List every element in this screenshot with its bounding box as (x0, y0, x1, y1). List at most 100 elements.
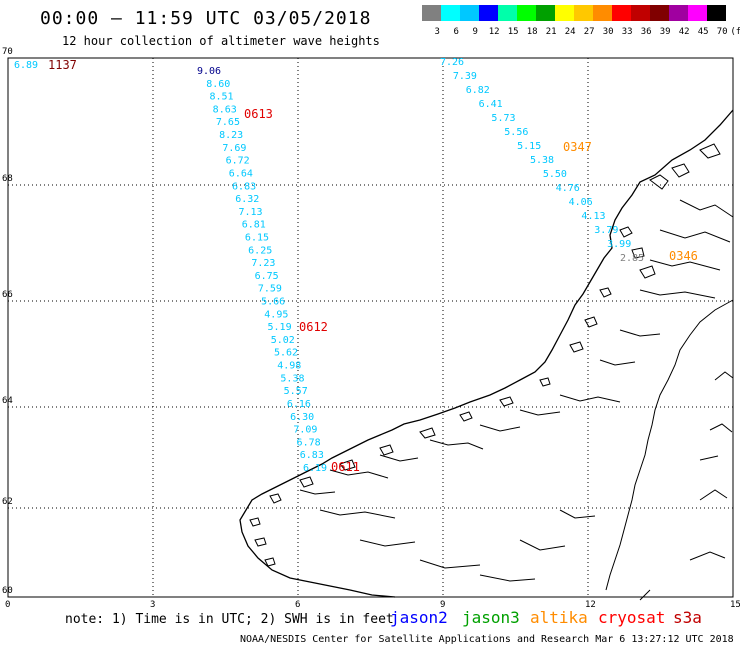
fjord-line (419, 559, 481, 569)
island-outline (569, 341, 584, 353)
track-value: 6.41 (479, 99, 503, 110)
coastline (605, 299, 734, 591)
track-value: 6.16 (287, 399, 311, 410)
latitude-tick-label: 68 (2, 174, 13, 184)
legend-jason3: jason3 (462, 608, 520, 627)
track-value: 5.73 (491, 113, 515, 124)
island-outline (459, 411, 473, 422)
color-swatch (631, 5, 650, 21)
fjord-line (639, 589, 651, 601)
fjord-line (519, 539, 566, 551)
footer-note: note: 1) Time is in UTC; 2) SWH is in fe… (65, 612, 394, 627)
track-value: 4.76 (556, 183, 580, 194)
track-value: 6.15 (245, 232, 269, 243)
island-outline (584, 316, 598, 328)
fjord-line (329, 469, 389, 479)
color-swatch (612, 5, 631, 21)
track-value: 7.23 (251, 258, 275, 269)
track-time-label: 0346 (669, 249, 698, 263)
track-value: 8.60 (206, 79, 230, 90)
color-scale-label: 18 (526, 27, 538, 37)
track-value: 5.66 (261, 297, 285, 308)
fjord-line (689, 551, 726, 561)
color-scale-label: 70 (716, 27, 728, 37)
color-scale-label: 9 (472, 27, 478, 37)
longitude-tick-label: 0 (5, 600, 11, 610)
track-value: 5.19 (268, 322, 292, 333)
fjord-line (479, 574, 536, 582)
fjord-line (679, 199, 734, 218)
track-value: 4.06 (569, 197, 593, 208)
color-scale-label: 15 (507, 27, 519, 37)
map-frame (7, 57, 734, 598)
color-swatch (593, 5, 612, 21)
longitude-tick-label: 12 (585, 600, 596, 610)
track-value: 7.59 (258, 284, 282, 295)
track-value: 6.25 (248, 245, 272, 256)
fjord-line (659, 229, 731, 243)
island-outline (379, 444, 394, 456)
fjord-line (319, 509, 396, 519)
latitude-tick-label: 60 (2, 586, 13, 596)
track-value: 5.38 (280, 373, 304, 384)
fjord-line (699, 455, 719, 461)
color-scale-label: 36 (640, 27, 652, 37)
color-swatch (517, 5, 536, 21)
track-value: 6.64 (229, 168, 253, 179)
track-value: 2.85 (620, 253, 644, 264)
color-swatch (536, 5, 555, 21)
fjord-line (359, 539, 416, 547)
track-value: 5.15 (517, 141, 541, 152)
island-outline (671, 163, 690, 178)
fjord-line (714, 371, 734, 381)
track-value: 7.09 (293, 425, 317, 436)
color-scale-label: 24 (564, 27, 576, 37)
fjord-line (619, 329, 661, 337)
legend-s3a: s3a (673, 608, 702, 627)
track-value: 5.38 (530, 155, 554, 166)
track-value: 6.30 (290, 412, 314, 423)
legend-altika: altika (530, 608, 588, 627)
longitude-tick-label: 15 (730, 600, 740, 610)
island-outline (699, 143, 721, 159)
track-value: 6.78 (297, 437, 321, 448)
color-scale-label: 45 (697, 27, 709, 37)
track-time-label: 0347 (563, 140, 592, 154)
color-swatch (498, 5, 517, 21)
island-outline (419, 427, 436, 439)
fjord-line (649, 259, 721, 271)
color-swatch (707, 5, 726, 21)
color-swatch (650, 5, 669, 21)
color-swatch (555, 5, 574, 21)
island-outline (269, 493, 282, 504)
track-value: 8.63 (213, 104, 237, 115)
color-scale-label: 12 (488, 27, 500, 37)
color-swatch (479, 5, 498, 21)
color-scale-label: 39 (659, 27, 671, 37)
track-value: 9.06 (197, 66, 221, 77)
color-scale-label: 27 (583, 27, 595, 37)
map-subtitle: 12 hour collection of altimeter wave hei… (62, 34, 380, 48)
track-value: 6.82 (466, 85, 490, 96)
track-value: 8.23 (219, 130, 243, 141)
track-value: 6.75 (255, 271, 279, 282)
track-value: 5.56 (504, 127, 528, 138)
track-value: 4.13 (581, 211, 605, 222)
credit-line: NOAA/NESDIS Center for Satellite Applica… (240, 634, 734, 645)
fjord-line (559, 509, 596, 519)
longitude-tick-label: 9 (440, 600, 446, 610)
track-value: 6.83 (300, 450, 324, 461)
track-value: 6.81 (242, 220, 266, 231)
island-outline (254, 537, 267, 547)
track-value: 6.83 (232, 181, 256, 192)
color-swatch (574, 5, 593, 21)
track-time-label: 0612 (299, 320, 328, 334)
longitude-tick-label: 3 (150, 600, 156, 610)
island-outline (649, 174, 669, 190)
fjord-line (639, 289, 716, 299)
fjord-line (709, 423, 733, 433)
track-value: 7.26 (440, 57, 464, 68)
coastline (239, 109, 734, 598)
island-outline (639, 265, 656, 279)
